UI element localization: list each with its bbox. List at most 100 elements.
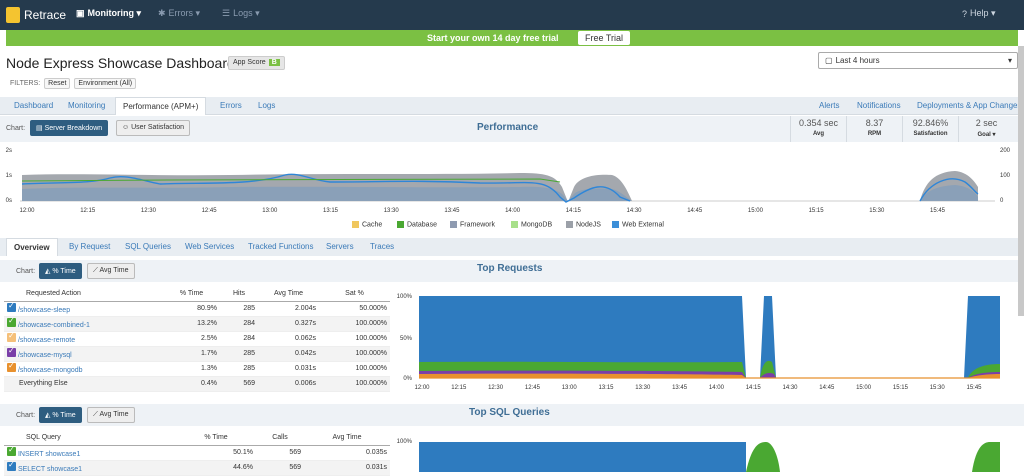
request-name[interactable]: /showcase-mongodb — [4, 361, 163, 377]
sql-name[interactable]: SELECT showcase1 — [4, 460, 176, 476]
time-range-value: Last 4 hours — [835, 56, 880, 65]
subtab-traces[interactable]: Traces — [370, 242, 395, 251]
avg-time-label: Avg Time — [99, 267, 129, 274]
legend-mongodb[interactable]: MongoDB — [511, 221, 552, 228]
request-name-text[interactable]: /showcase-remote — [17, 337, 76, 344]
checkbox[interactable] — [7, 460, 16, 471]
nav-logs[interactable]: ☰ Logs ▾ — [222, 8, 260, 19]
checkbox[interactable] — [7, 346, 16, 357]
tab-logs[interactable]: Logs — [258, 101, 276, 110]
col-requested-action[interactable]: Requested Action — [4, 287, 163, 302]
checkbox[interactable] — [7, 361, 16, 372]
col-hits[interactable]: Hits — [220, 287, 258, 302]
col-calls[interactable]: Calls — [256, 431, 304, 446]
table-row[interactable]: /showcase-combined-1 13.2% 284 0.327s 10… — [4, 316, 390, 332]
table-row[interactable]: /showcase-remote 2.5% 284 0.062s 100.000… — [4, 331, 390, 347]
tab-alerts[interactable]: Alerts — [819, 101, 840, 110]
user-satisfaction-button[interactable]: ☺ User Satisfaction — [116, 120, 191, 136]
chart-label: Chart: — [16, 412, 36, 419]
subtab-overview[interactable]: Overview — [6, 238, 58, 256]
request-name-text[interactable]: /showcase-mysql — [17, 352, 72, 359]
request-name[interactable]: /showcase-sleep — [4, 301, 163, 317]
tab-dashboard[interactable]: Dashboard — [14, 101, 54, 110]
sql-pct-time-button[interactable]: ◭ % Time — [39, 407, 82, 423]
free-trial-button[interactable]: Free Trial — [578, 31, 631, 45]
checkbox[interactable] — [7, 301, 16, 312]
table-row[interactable]: /showcase-mysql 1.7% 285 0.042s 100.000% — [4, 346, 390, 362]
tab-notifications[interactable]: Notifications — [857, 101, 901, 110]
trial-banner: Start your own 14 day free trial Free Tr… — [6, 30, 1018, 46]
avg-time-button[interactable]: ⟋ Avg Time — [87, 263, 135, 279]
tab-deployments[interactable]: Deployments & App Changes — [917, 101, 1022, 110]
scrollbar[interactable] — [1018, 46, 1024, 316]
perf-x-tick: 12:00 — [19, 208, 35, 214]
request-name-text[interactable]: /showcase-combined-1 — [17, 322, 90, 329]
table-row[interactable]: /showcase-sleep 80.9% 285 2.004s 50.000% — [4, 301, 390, 317]
perf-x-tick: 12:15 — [80, 208, 96, 214]
performance-toolbar: Chart: ▤ Server Breakdown ☺ User Satisfa… — [0, 116, 1024, 142]
col-sql-pct-time[interactable]: % Time — [176, 431, 256, 446]
perf-x-tick: 13:30 — [384, 208, 400, 214]
sql-name-text[interactable]: INSERT showcase1 — [17, 451, 81, 458]
checkbox[interactable] — [7, 316, 16, 327]
req-x-tick: 14:45 — [819, 385, 835, 391]
cache-swatch — [352, 221, 359, 228]
table-row[interactable]: INSERT showcase1 50.1% 569 0.035s — [4, 445, 390, 461]
col-sat[interactable]: Sat % — [319, 287, 390, 302]
tab-errors[interactable]: Errors — [220, 101, 242, 110]
subtab-tracked-functions[interactable]: Tracked Functions — [248, 242, 314, 251]
table-row[interactable]: SELECT showcase1 44.6% 569 0.031s — [4, 460, 390, 476]
perf-y-tick: 2s — [6, 148, 12, 154]
nav-errors[interactable]: ✱ Errors ▾ — [158, 8, 200, 19]
table-row[interactable]: /showcase-mongodb 1.3% 285 0.031s 100.00… — [4, 361, 390, 377]
filter-reset-button[interactable]: Reset — [44, 78, 71, 89]
legend-database[interactable]: Database — [397, 221, 437, 228]
req-x-tick: 13:30 — [635, 385, 651, 391]
app-score-badge[interactable]: App Score B — [228, 56, 285, 70]
request-name-text[interactable]: /showcase-mongodb — [17, 367, 83, 374]
sql-name[interactable]: INSERT showcase1 — [4, 445, 176, 461]
retrace-logo-icon[interactable] — [6, 7, 20, 23]
request-sat: 100.000% — [319, 331, 390, 347]
subtab-servers[interactable]: Servers — [326, 242, 354, 251]
request-name[interactable]: /showcase-remote — [4, 331, 163, 347]
sql-avg-time-button[interactable]: ⟋ Avg Time — [87, 407, 135, 423]
table-row[interactable]: Everything Else 0.4% 569 0.006s 100.000% — [4, 376, 390, 392]
request-pct: 2.5% — [163, 331, 220, 347]
trial-text: Start your own 14 day free trial — [427, 33, 559, 43]
checkbox[interactable] — [7, 445, 16, 456]
server-breakdown-button[interactable]: ▤ Server Breakdown — [30, 120, 109, 136]
nodejs-swatch — [566, 221, 573, 228]
request-name[interactable]: /showcase-mysql — [4, 346, 163, 362]
filter-environment[interactable]: Environment (All) — [74, 78, 137, 89]
checkbox[interactable] — [7, 331, 16, 342]
legend-nodejs[interactable]: NodeJS — [566, 221, 601, 228]
col-sql-avg-time[interactable]: Avg Time — [304, 431, 390, 446]
nav-help[interactable]: ? Help ▾ — [962, 8, 996, 19]
perf-x-tick: 14:45 — [687, 208, 703, 214]
subtab-web-services[interactable]: Web Services — [185, 242, 235, 251]
subtab-sql-queries[interactable]: SQL Queries — [125, 242, 171, 251]
tab-monitoring[interactable]: Monitoring — [68, 101, 106, 110]
col-avg-time[interactable]: Avg Time — [258, 287, 319, 302]
legend-web-external[interactable]: Web External — [612, 221, 664, 228]
brand-name[interactable]: Retrace — [24, 8, 67, 22]
col-pct-time[interactable]: % Time — [163, 287, 220, 302]
nav-monitoring[interactable]: ▣ Monitoring ▾ — [76, 8, 141, 19]
time-range-select[interactable]: ▢ Last 4 hours ▾ — [818, 52, 1018, 69]
framework-area — [22, 185, 978, 201]
tab-performance[interactable]: Performance (APM+) — [115, 97, 207, 115]
legend-framework[interactable]: Framework — [450, 221, 495, 228]
request-name[interactable]: /showcase-combined-1 — [4, 316, 163, 332]
col-sql-query[interactable]: SQL Query — [4, 431, 176, 446]
legend-cache[interactable]: Cache — [352, 221, 382, 228]
stat-goal[interactable]: 2 sec Goal ▾ — [958, 116, 1014, 142]
perf-x-tick: 15:00 — [748, 208, 764, 214]
subtab-by-request[interactable]: By Request — [69, 242, 111, 251]
request-name-text[interactable]: /showcase-sleep — [17, 307, 71, 314]
request-pct: 1.7% — [163, 346, 220, 362]
request-name[interactable]: Everything Else — [4, 376, 163, 392]
pct-time-button[interactable]: ◭ % Time — [39, 263, 82, 279]
legend-nodejs-label: NodeJS — [576, 221, 601, 229]
sql-name-text[interactable]: SELECT showcase1 — [17, 466, 83, 473]
